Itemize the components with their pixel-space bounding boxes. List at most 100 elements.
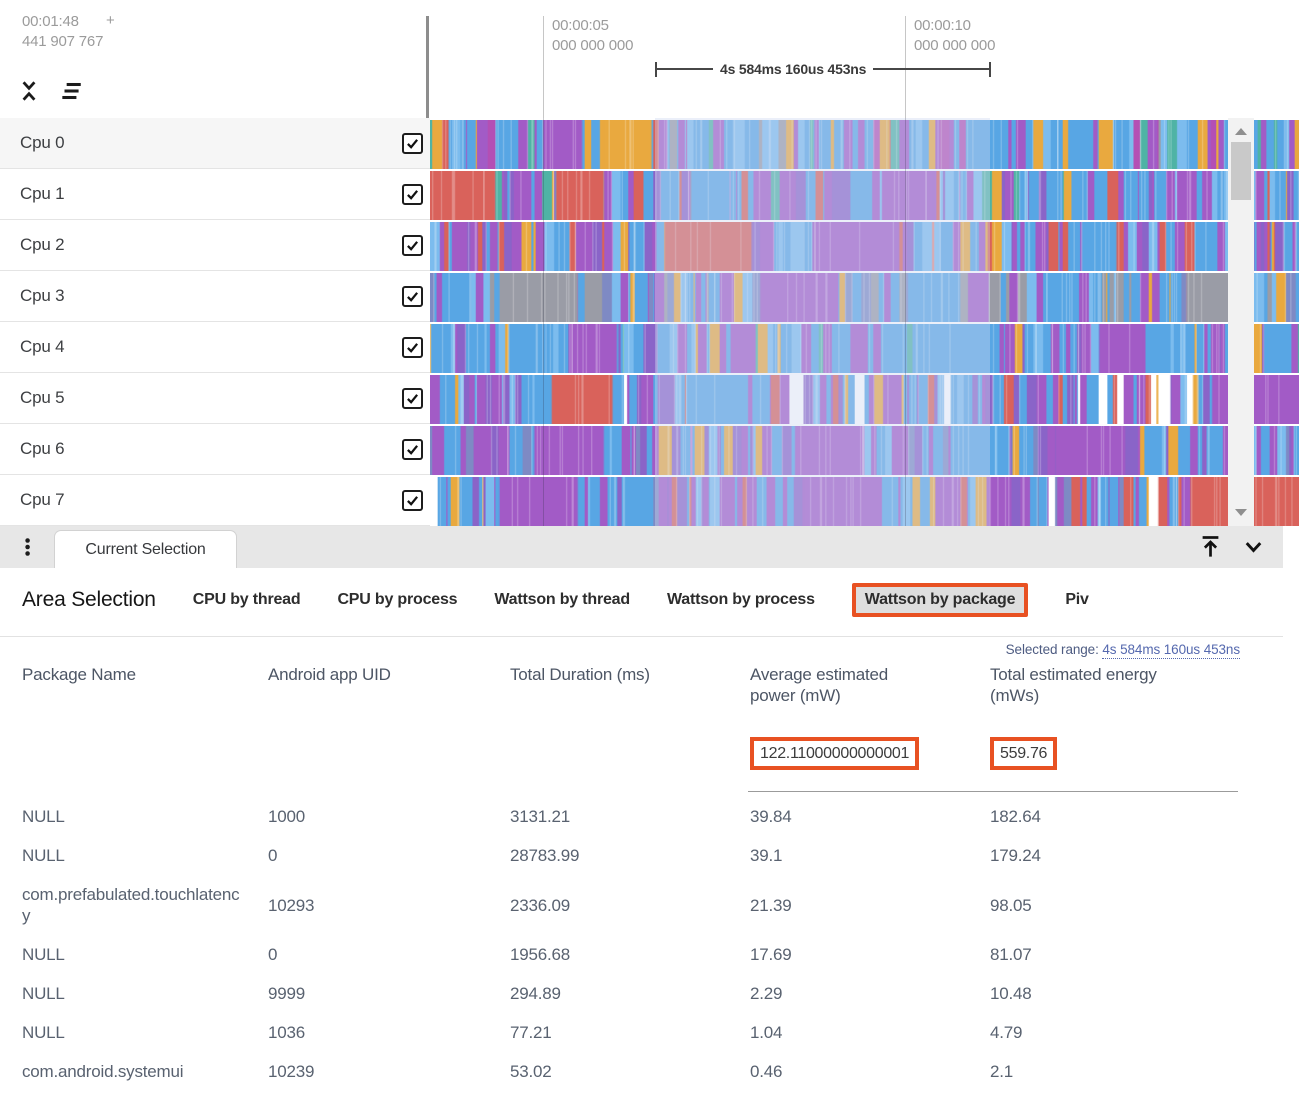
- panel-tab-wattson-by-thread[interactable]: Wattson by thread: [494, 591, 630, 608]
- table-cell: 9999: [268, 984, 306, 1003]
- checkmark-icon: [407, 189, 419, 200]
- summary-underline: [748, 791, 1238, 792]
- track-checkbox[interactable]: [402, 132, 423, 154]
- table-cell: 1036: [268, 1023, 306, 1042]
- track-row: Cpu 7: [0, 475, 1300, 526]
- table-cell: 0: [268, 945, 278, 964]
- track-label[interactable]: Cpu 2: [0, 220, 430, 271]
- table-cell: 77.21: [510, 1023, 552, 1042]
- selection-boundary-line: [426, 16, 429, 118]
- tab-current-selection-label: Current Selection: [85, 540, 206, 558]
- track-label[interactable]: Cpu 6: [0, 424, 430, 475]
- checkmark-icon: [407, 240, 419, 251]
- track-label[interactable]: Cpu 3: [0, 271, 430, 322]
- track-name: Cpu 2: [20, 235, 65, 254]
- checkmark-icon: [407, 444, 419, 455]
- table-cell: 28783.99: [510, 846, 580, 865]
- cursor-plus-sign: +: [106, 12, 115, 29]
- track-name: Cpu 4: [20, 337, 65, 356]
- table-cell: NULL: [22, 846, 65, 865]
- table-cell: 4.79: [990, 1023, 1023, 1042]
- track-checkbox[interactable]: [402, 234, 423, 256]
- table-row[interactable]: NULL 1036 77.21 1.04 4.79: [22, 1013, 1262, 1052]
- checkmark-icon: [407, 138, 419, 149]
- table-cell: NULL: [22, 1023, 65, 1042]
- track-checkbox[interactable]: [402, 336, 423, 358]
- track-checkbox[interactable]: [402, 285, 423, 307]
- tick-label-time: 00:00:10: [914, 17, 971, 34]
- track-label[interactable]: Cpu 0: [0, 118, 430, 169]
- wattson-package-table: Package Name Android app UID Total Duratio…: [22, 664, 1262, 1091]
- track-name: Cpu 7: [20, 490, 65, 509]
- tracks-scrollbar[interactable]: [1228, 118, 1254, 526]
- table-cell: 39.1: [750, 846, 783, 865]
- table-cell: 1000: [268, 807, 306, 826]
- track-slices-canvas[interactable]: [430, 477, 1299, 526]
- table-row[interactable]: NULL 9999 294.89 2.29 10.48: [22, 974, 1262, 1013]
- track-checkbox[interactable]: [402, 489, 423, 511]
- table-row[interactable]: NULL 1000 3131.21 39.84 182.64: [22, 797, 1262, 836]
- panel-tab-wattson-by-package[interactable]: Wattson by package: [851, 583, 1029, 617]
- track-checkbox[interactable]: [402, 387, 423, 409]
- table-row[interactable]: NULL 0 28783.99 39.1 179.24: [22, 836, 1262, 875]
- range-duration-label: 4s 584ms 160us 453ns: [720, 61, 867, 77]
- sort-tracks-icon[interactable]: [58, 78, 84, 104]
- column-header[interactable]: Package Name: [22, 665, 136, 684]
- table-row[interactable]: com.android.systemui 10239 53.02 0.46 2.1: [22, 1052, 1262, 1091]
- track-checkbox[interactable]: [402, 438, 423, 460]
- scrollbar-up-arrow-icon[interactable]: [1235, 128, 1247, 135]
- selected-range-value[interactable]: 4s 584ms 160us 453ns: [1102, 642, 1240, 659]
- table-row[interactable]: NULL 0 1956.68 17.69 81.07: [22, 935, 1262, 974]
- table-cell: 294.89: [510, 984, 561, 1003]
- table-cell: 1956.68: [510, 945, 571, 964]
- tick-label-ns: 000 000 000: [552, 37, 634, 54]
- panel-tab-cpu-by-process[interactable]: CPU by process: [337, 591, 458, 608]
- table-cell: NULL: [22, 945, 65, 964]
- track-slices-canvas[interactable]: [430, 120, 1299, 169]
- track-slices-canvas[interactable]: [430, 171, 1299, 220]
- track-label[interactable]: Cpu 4: [0, 322, 430, 373]
- column-header[interactable]: Total Duration (ms): [510, 665, 650, 684]
- timeline-ruler[interactable]: 00:01:48 441 907 767 + 00:00:05 000 000 …: [0, 0, 1300, 118]
- panel-tab-piv[interactable]: Piv: [1065, 591, 1089, 608]
- track-slices-canvas[interactable]: [430, 324, 1299, 373]
- track-row: Cpu 4: [0, 322, 1300, 373]
- panel-tab-wattson-by-process[interactable]: Wattson by process: [666, 591, 815, 608]
- selection-range-marker[interactable]: 4s 584ms 160us 453ns: [655, 61, 991, 77]
- table-cell: 53.02: [510, 1062, 552, 1081]
- track-label[interactable]: Cpu 1: [0, 169, 430, 220]
- time-tick-5s: 00:00:05 000 000 000: [543, 16, 633, 118]
- table-cell: 0.46: [750, 1062, 783, 1081]
- track-row: Cpu 6: [0, 424, 1300, 475]
- track-slices-canvas[interactable]: [430, 273, 1299, 322]
- collapse-panel-chevron-down-icon[interactable]: [1240, 533, 1267, 565]
- area-selection-panel: Area Selection CPU by thread CPU by proce…: [0, 568, 1300, 1104]
- table-cell: 17.69: [750, 945, 792, 964]
- track-checkbox[interactable]: [402, 183, 423, 205]
- table-cell: 1.04: [750, 1023, 783, 1042]
- expand-panel-to-top-icon[interactable]: [1197, 533, 1224, 565]
- track-slices-canvas[interactable]: [430, 426, 1299, 475]
- table-cell: com.prefabulated.touchlatency: [22, 885, 240, 925]
- checkmark-icon: [407, 291, 419, 302]
- column-header[interactable]: Average estimated power (mW): [750, 665, 889, 705]
- track-label[interactable]: Cpu 5: [0, 373, 430, 424]
- column-header[interactable]: Total estimated energy (mWs): [990, 665, 1157, 705]
- panel-tab-cpu-by-thread[interactable]: CPU by thread: [192, 591, 301, 608]
- track-row: Cpu 3: [0, 271, 1300, 322]
- scrollbar-thumb[interactable]: [1231, 142, 1251, 200]
- track-slices-canvas[interactable]: [430, 222, 1299, 271]
- more-vert-icon[interactable]: [20, 534, 46, 565]
- column-header[interactable]: Android app UID: [268, 665, 391, 684]
- table-row[interactable]: com.prefabulated.touchlatency 10293 2336.0…: [22, 875, 1262, 935]
- track-slices-canvas[interactable]: [430, 375, 1299, 424]
- tick-label-time: 00:00:05: [552, 17, 609, 34]
- cpu-tracks-list: Cpu 0 Cpu 1 Cpu 2 Cpu 3 Cpu 4 Cpu 5 Cpu 6 Cpu 7: [0, 118, 1300, 526]
- range-start-tick: [655, 61, 657, 77]
- range-end-tick: [989, 61, 991, 77]
- collapse-tracks-icon[interactable]: [16, 78, 42, 104]
- tab-current-selection[interactable]: Current Selection: [54, 530, 237, 568]
- table-cell: 2.1: [990, 1062, 1014, 1081]
- track-label[interactable]: Cpu 7: [0, 475, 430, 526]
- scrollbar-down-arrow-icon[interactable]: [1235, 509, 1247, 516]
